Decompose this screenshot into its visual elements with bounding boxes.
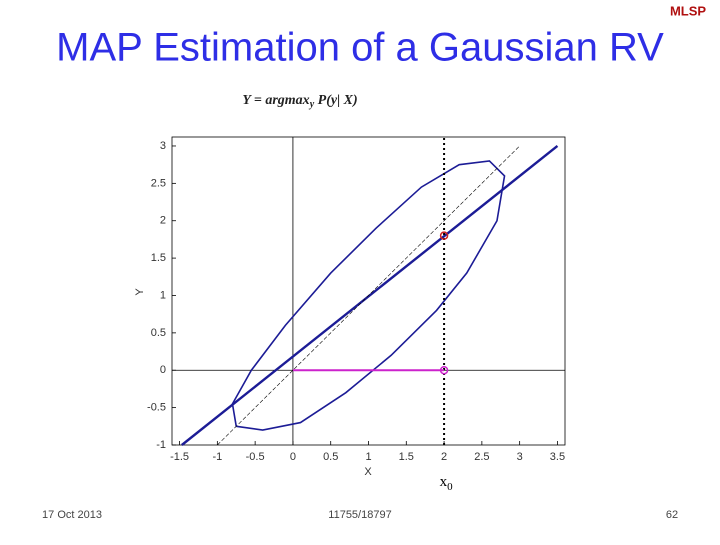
y-tick-label: -1	[156, 439, 166, 451]
subtitle-text: Y = argmax	[242, 93, 309, 108]
x-axis-label: X	[364, 466, 372, 478]
annotation-sub: 0	[447, 481, 453, 493]
y-tick-label: 0	[160, 364, 166, 376]
y-tick-label: 2	[160, 215, 166, 227]
y-tick-label: 1.5	[151, 252, 166, 264]
annotation: x0	[440, 474, 454, 492]
marker	[439, 365, 449, 375]
x-tick-label: 3.5	[550, 451, 565, 463]
marker	[439, 231, 449, 240]
line	[217, 145, 520, 446]
x-tick-label: 3	[517, 451, 523, 463]
footer-course: 11755/18797	[328, 509, 391, 521]
x-tick-label: 1.5	[399, 451, 414, 463]
x-tick-label: 2	[441, 451, 447, 463]
x-tick-label: 1	[365, 451, 371, 463]
x-tick-label: -1	[212, 451, 222, 463]
footer-date: 17 Oct 2013	[42, 509, 102, 521]
y-tick-label: 3	[160, 140, 166, 152]
line	[181, 145, 559, 446]
logo: MLSP	[670, 3, 706, 18]
page-number: 62	[666, 509, 678, 521]
x-tick-label: -1.5	[170, 451, 189, 463]
x-tick-label: -0.5	[246, 451, 265, 463]
y-axis-label: Y	[134, 288, 146, 296]
y-tick-label: 0.5	[151, 327, 166, 339]
x-tick-label: 0	[290, 451, 296, 463]
annotation-text: x	[440, 474, 448, 490]
y-tick-label: 2.5	[151, 177, 166, 189]
x-tick-label: 2.5	[474, 451, 489, 463]
subtitle-sub: y	[309, 99, 315, 110]
x-tick-label: 0.5	[323, 451, 338, 463]
subtitle: Y = argmaxy P(y| X)	[242, 93, 357, 110]
y-tick-label: 1	[160, 289, 166, 301]
plot-frame	[171, 136, 566, 446]
slide-title: MAP Estimation of a Gaussian RV	[56, 26, 664, 70]
y-tick-label: -0.5	[147, 402, 166, 414]
subtitle-rest: P(y| X)	[314, 93, 358, 108]
